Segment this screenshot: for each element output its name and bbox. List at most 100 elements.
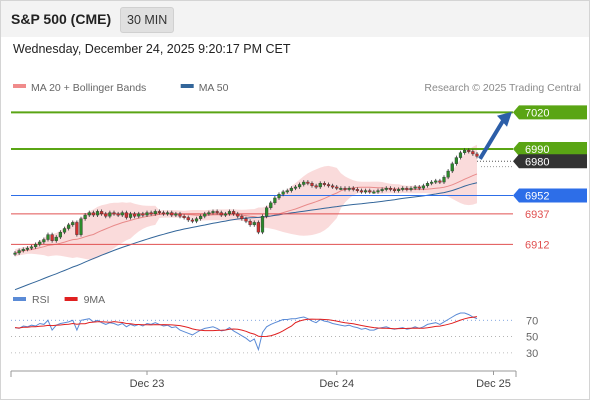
candle-body (236, 213, 240, 217)
osc-legend-swatch-1 (64, 297, 78, 301)
candle-body (137, 213, 141, 217)
candle-body (46, 234, 50, 240)
candle-body (401, 187, 405, 190)
candle-body (141, 213, 145, 216)
candle-body (364, 190, 368, 193)
candle-body (298, 184, 302, 188)
candle-body (359, 190, 364, 193)
timeframe-badge[interactable]: 30 MIN (120, 7, 175, 33)
candle-body (421, 185, 425, 189)
candle-body (293, 186, 298, 189)
candle-body (166, 212, 170, 215)
candle-body (21, 249, 25, 251)
candle-body (277, 194, 281, 199)
candle-body (174, 213, 178, 216)
candle-body (133, 213, 137, 217)
candle-body (71, 222, 75, 226)
candle-body (322, 183, 326, 185)
candle-body (13, 252, 17, 255)
rsi-ma-line (14, 316, 478, 338)
candle-body (256, 222, 260, 233)
candle-body (380, 189, 384, 191)
legend-label-1: MA 50 (199, 82, 229, 94)
candle-body (376, 190, 380, 193)
candle-body (306, 181, 310, 184)
candle-body (269, 202, 273, 208)
level-label-6937: 6937 (525, 209, 549, 221)
candle-body (471, 151, 475, 155)
candle-body (388, 187, 392, 190)
watermark-text: Research © 2025 Trading Central (424, 82, 581, 94)
candle-body (215, 211, 219, 213)
candle-body (302, 181, 306, 185)
level-tag-6980 (513, 154, 587, 169)
candle-body (339, 187, 343, 190)
candle-body (467, 150, 471, 152)
candle-body (116, 213, 120, 216)
candle-body (343, 187, 347, 190)
candle-body (170, 212, 174, 216)
candle-body (62, 228, 67, 233)
timestamp: Wednesday, December 24, 2025 9:20:17 PM … (13, 42, 291, 56)
candle-body (265, 207, 269, 217)
x-tick-label: Dec 25 (476, 378, 511, 390)
candle-body (54, 236, 58, 241)
candle-body (335, 186, 339, 189)
forecast-arrow-shaft (478, 119, 505, 160)
candle-body (413, 186, 417, 189)
candle-body (211, 211, 215, 213)
candle-body (232, 211, 236, 215)
header-bar: S&P 500 (CME) 30 MIN (1, 1, 589, 37)
candle-body (104, 213, 108, 217)
candle-body (454, 157, 458, 164)
candle-body (34, 244, 38, 248)
candle-body (145, 212, 149, 216)
candle-body (161, 212, 166, 215)
level-tag-7020 (513, 105, 587, 120)
candle-body (79, 218, 83, 235)
candle-body (17, 250, 21, 254)
candle-body (219, 212, 223, 216)
ma20-line (14, 173, 478, 254)
candle-body (438, 180, 442, 183)
candle-body (91, 212, 95, 216)
candle-body (318, 183, 322, 188)
candle-body (430, 181, 434, 184)
candle-body (310, 183, 314, 186)
osc-legend-label-1: 9MA (84, 294, 106, 306)
candle-body (442, 176, 446, 183)
level-tag-6990 (513, 142, 587, 157)
candle-body (194, 218, 199, 222)
candle-body (314, 185, 318, 188)
candle-body (392, 189, 397, 191)
candle-body (29, 246, 34, 249)
candle-body (100, 211, 104, 215)
candle-body (463, 150, 467, 153)
candle-body (434, 180, 438, 183)
candle-body (112, 212, 116, 215)
candle-body (108, 212, 112, 217)
candle-body (252, 222, 256, 226)
candle-body (128, 213, 133, 218)
candle-body (207, 212, 211, 215)
osc-legend-label-0: RSI (32, 294, 50, 306)
level-label-6912: 6912 (525, 239, 549, 251)
legend-swatch-0 (13, 84, 26, 88)
osc-tick-50: 50 (526, 332, 538, 344)
candle-body (405, 187, 409, 190)
candle-body (25, 247, 29, 250)
candle-body (446, 170, 450, 178)
candle-body (244, 218, 248, 222)
candle-body (397, 189, 401, 191)
level-label-7020: 7020 (525, 107, 549, 119)
candle-body (190, 219, 194, 222)
x-tick-label: Dec 23 (130, 378, 165, 390)
candle-body (120, 212, 124, 216)
legend-label-0: MA 20 + Bollinger Bands (31, 82, 146, 94)
candle-body (351, 187, 355, 190)
candle-body (273, 197, 277, 204)
instrument-title: S&P 500 (CME) (11, 11, 112, 27)
candle-body (153, 211, 157, 215)
candle-body (223, 213, 227, 216)
